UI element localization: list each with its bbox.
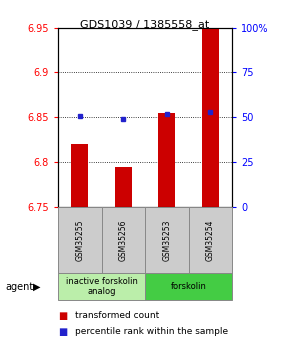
- Text: ■: ■: [58, 311, 67, 321]
- Text: agent: agent: [6, 282, 34, 292]
- Bar: [102, 207, 145, 273]
- Text: ■: ■: [58, 327, 67, 337]
- Text: GSM35255: GSM35255: [75, 219, 84, 260]
- Text: transformed count: transformed count: [75, 311, 160, 320]
- Bar: [202, 29, 219, 207]
- Text: inactive forskolin
analog: inactive forskolin analog: [66, 277, 137, 296]
- Bar: [115, 167, 132, 207]
- Bar: [145, 207, 188, 273]
- Text: forskolin: forskolin: [171, 282, 206, 291]
- Text: GSM35256: GSM35256: [119, 219, 128, 260]
- Bar: [145, 273, 232, 300]
- Bar: [158, 113, 175, 207]
- Bar: [71, 144, 88, 207]
- Bar: [58, 273, 145, 300]
- Text: GDS1039 / 1385558_at: GDS1039 / 1385558_at: [80, 19, 210, 30]
- Text: GSM35254: GSM35254: [206, 219, 215, 260]
- Bar: [58, 207, 102, 273]
- Text: GSM35253: GSM35253: [162, 219, 171, 260]
- Text: ▶: ▶: [33, 282, 41, 292]
- Bar: [188, 207, 232, 273]
- Text: percentile rank within the sample: percentile rank within the sample: [75, 327, 229, 336]
